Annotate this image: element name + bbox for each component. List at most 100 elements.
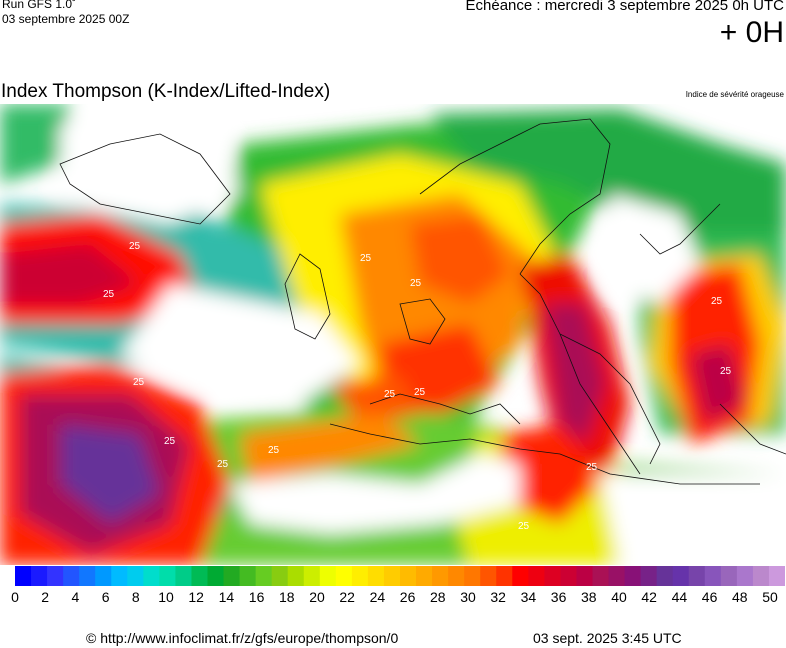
source-url: © http://www.infoclimat.fr/z/gfs/europe/… — [86, 630, 399, 646]
contour-label: 25 — [586, 462, 598, 473]
scale-swatch — [175, 566, 192, 586]
contour-label: 25 — [217, 459, 229, 470]
scale-tick-label: 28 — [430, 589, 446, 605]
scale-swatch — [592, 566, 610, 586]
scale-swatch — [383, 566, 401, 586]
scale-tick-label: 20 — [309, 589, 325, 605]
run-date: 03 septembre 2025 00Z — [2, 12, 130, 26]
scale-swatch — [159, 566, 176, 586]
scale-swatch — [223, 566, 241, 586]
scale-swatch — [255, 566, 273, 586]
scale-swatch — [416, 566, 433, 586]
scale-swatch — [528, 566, 545, 586]
scale-swatch — [79, 566, 96, 586]
scale-tick-label: 12 — [188, 589, 204, 605]
contour-label: 25 — [268, 445, 280, 456]
scale-tick-label: 0 — [11, 589, 19, 605]
scale-tick-label: 6 — [101, 589, 110, 605]
scale-swatch — [560, 566, 577, 586]
scale-swatch — [752, 566, 770, 586]
scale-swatch — [15, 566, 32, 586]
scale-swatch — [656, 566, 674, 586]
map-title: Index Thompson (K-Index/Lifted-Index) — [1, 81, 331, 102]
scale-swatch — [464, 566, 481, 586]
forecast-valid-time: Echéance : mercredi 3 septembre 2025 0h … — [465, 0, 785, 14]
scale-tick-label: 38 — [581, 589, 597, 605]
scale-swatch — [303, 566, 321, 586]
scale-tick-label: 40 — [611, 589, 627, 605]
scale-swatch — [432, 566, 449, 586]
coastlines — [59, 118, 786, 485]
scale-tick-label: 2 — [41, 589, 50, 605]
scale-tick-label: 30 — [460, 589, 476, 605]
contour-label: 25 — [133, 377, 145, 388]
scale-tick-label: 46 — [701, 589, 718, 605]
scale-swatch — [95, 566, 112, 586]
scale-tick-label: 44 — [671, 589, 688, 605]
scale-tick-label: 18 — [279, 589, 295, 605]
scale-tick-label: 34 — [520, 589, 537, 605]
scale-swatch — [143, 566, 160, 586]
color-scale-ticks: 0 2 4 6 8 10 12 14 16 18 20 22 24 26 28 30 32 34 36 38 40 42 4… — [0, 589, 786, 609]
contour-label: 25 — [360, 253, 372, 264]
scale-swatch — [640, 566, 658, 586]
scale-swatch — [672, 566, 690, 586]
thompson-index-map: 25 25 25 25 25 25 25 25 25 25 25 25 25 2… — [0, 104, 786, 565]
contour-label: 25 — [410, 278, 422, 289]
scale-swatch — [63, 566, 80, 586]
scale-swatch — [271, 566, 289, 586]
run-label: Run GFS 1.0˚ — [2, 0, 77, 11]
scale-tick-label: 42 — [641, 589, 657, 605]
index-field — [0, 104, 786, 565]
scale-tick-label: 8 — [131, 589, 140, 605]
scale-tick-label: 50 — [762, 589, 778, 605]
scale-swatch — [704, 566, 722, 586]
scale-swatch — [624, 566, 642, 586]
contour-label: 25 — [164, 436, 176, 447]
color-scale-bar — [15, 566, 785, 586]
generated-timestamp: 03 sept. 2025 3:45 UTC — [533, 630, 682, 646]
scale-swatch — [207, 566, 225, 586]
scale-tick-label: 24 — [369, 589, 386, 605]
scale-swatch — [319, 566, 337, 586]
contour-label: 25 — [518, 521, 530, 532]
contour-label: 25 — [711, 296, 723, 307]
contour-label: 25 — [384, 389, 396, 400]
scale-swatch — [688, 566, 706, 586]
scale-tick-label: 22 — [339, 589, 355, 605]
scale-swatch — [480, 566, 497, 586]
scale-swatch — [127, 566, 144, 586]
scale-swatch — [544, 566, 561, 586]
scale-tick-label: 36 — [550, 589, 567, 605]
scale-swatch — [512, 566, 529, 586]
scale-tick-label: 10 — [158, 589, 174, 605]
scale-swatch — [736, 566, 754, 586]
scale-swatch — [111, 566, 128, 586]
scale-swatch — [239, 566, 257, 586]
scale-tick-label: 4 — [71, 589, 80, 605]
scale-swatch — [768, 566, 785, 586]
contour-labels: 25 25 25 25 25 25 25 25 25 25 25 25 25 2… — [103, 241, 732, 532]
scale-swatch — [367, 566, 385, 586]
scale-swatch — [496, 566, 513, 586]
scale-tick-label: 32 — [490, 589, 506, 605]
scale-swatch — [448, 566, 465, 586]
scale-swatch — [720, 566, 738, 586]
scale-swatch — [576, 566, 593, 586]
scale-swatch — [287, 566, 305, 586]
scale-swatch — [335, 566, 353, 586]
scale-swatch — [31, 566, 48, 586]
scale-swatch — [191, 566, 208, 586]
scale-tick-label: 16 — [248, 589, 265, 605]
scale-tick-label: 48 — [732, 589, 748, 605]
scale-tick-label: 14 — [218, 589, 235, 605]
scale-swatch — [608, 566, 626, 586]
contour-label: 25 — [129, 241, 141, 252]
contour-label: 25 — [103, 289, 115, 300]
scale-swatch — [400, 566, 417, 586]
contour-label: 25 — [720, 366, 732, 377]
map-subtitle: Indice de sévérité orageuse — [685, 90, 784, 99]
contour-label: 25 — [414, 387, 426, 398]
scale-swatch — [47, 566, 64, 586]
scale-swatch — [351, 566, 369, 586]
